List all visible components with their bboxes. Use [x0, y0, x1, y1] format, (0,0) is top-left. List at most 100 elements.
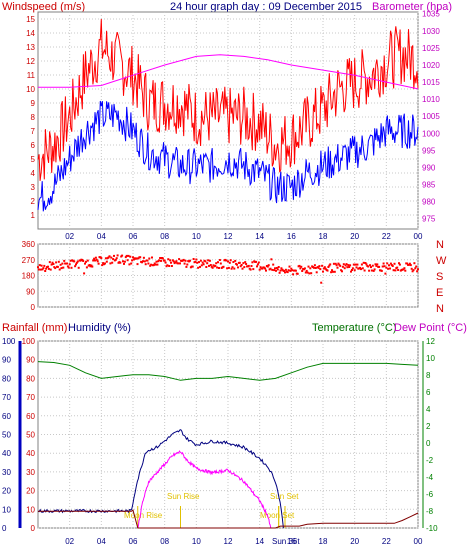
- direction-point: [66, 262, 68, 265]
- wind-x-tick: 08: [160, 232, 169, 241]
- humidity-y-tick: 70: [2, 393, 11, 402]
- barometer-y-tick: 1025: [422, 44, 440, 53]
- direction-point: [153, 262, 156, 265]
- direction-point: [363, 269, 366, 272]
- direction-point: [121, 254, 124, 257]
- direction-point: [184, 259, 187, 262]
- direction-point: [353, 269, 356, 272]
- direction-point: [124, 256, 127, 259]
- direction-point: [321, 264, 324, 267]
- compass-label: S: [436, 271, 443, 283]
- direction-point: [142, 256, 145, 259]
- direction-point: [343, 267, 346, 270]
- direction-point: [264, 267, 267, 270]
- temperature-y-tick: 10: [426, 354, 435, 363]
- direction-point: [191, 265, 194, 268]
- climate-annotations: Moon Rise Sun Rise Sun Set Moon Set Sun 36t: [124, 492, 300, 546]
- direction-point: [373, 268, 376, 271]
- direction-point: [398, 262, 400, 265]
- rainfall-y-tick: 40: [26, 449, 35, 458]
- direction-point: [194, 260, 197, 263]
- direction-point: [189, 259, 191, 262]
- direction-point: [66, 265, 69, 268]
- annotation-label: Sun Set: [270, 492, 299, 501]
- direction-point: [196, 261, 199, 264]
- humidity-y-tick: 0: [2, 524, 7, 533]
- direction-point: [142, 260, 144, 263]
- wind-left-label: Windspeed (m/s): [2, 1, 85, 13]
- direction-point: [348, 266, 351, 268]
- direction-point: [201, 261, 204, 264]
- direction-point: [231, 266, 234, 269]
- direction-point: [344, 264, 347, 267]
- climate-x-tick: 00: [414, 537, 423, 546]
- direction-point: [186, 263, 189, 266]
- direction-point: [265, 269, 267, 272]
- temperature-y-tick: 0: [426, 439, 431, 448]
- direction-point: [397, 269, 400, 271]
- humidity-y-tick: 80: [2, 374, 11, 383]
- direction-point: [40, 264, 43, 267]
- direction-point: [376, 263, 379, 266]
- direction-grid: [38, 243, 419, 308]
- direction-point: [215, 262, 218, 265]
- direction-point: [272, 263, 275, 266]
- direction-point: [396, 266, 399, 269]
- direction-point: [331, 269, 333, 272]
- compass-label: W: [436, 255, 447, 267]
- direction-point: [161, 257, 164, 260]
- wind-y-tick: 10: [26, 85, 35, 94]
- direction-point: [115, 257, 118, 260]
- direction-point: [126, 259, 129, 262]
- direction-point: [183, 262, 186, 265]
- direction-y-tick: 90: [26, 287, 35, 296]
- direction-point: [309, 267, 312, 270]
- barometer-y-tick: 995: [422, 146, 436, 155]
- direction-point: [171, 259, 174, 262]
- direction-point: [38, 264, 41, 267]
- direction-point: [52, 263, 55, 265]
- direction-point: [245, 263, 248, 265]
- direction-point: [154, 263, 157, 266]
- humidity-y-tick: 40: [2, 449, 11, 458]
- humidity-y-tick: 30: [2, 468, 11, 477]
- dew_point-line: [137, 450, 272, 529]
- direction-point: [55, 261, 58, 264]
- direction-point: [47, 265, 49, 268]
- direction-point: [275, 267, 278, 269]
- compass-label: N: [436, 239, 444, 251]
- direction-point: [408, 263, 410, 266]
- direction-point: [119, 261, 122, 264]
- direction-point: [228, 261, 231, 264]
- rainfall-label: Rainfall (mm): [2, 322, 67, 334]
- direction-point: [412, 269, 415, 272]
- direction-point: [349, 264, 352, 267]
- wind-y-tick: 9: [31, 99, 36, 108]
- direction-point: [367, 265, 370, 268]
- direction-point: [44, 270, 47, 272]
- direction-point: [48, 261, 51, 264]
- direction-point: [129, 255, 132, 258]
- direction-point: [251, 261, 254, 264]
- direction-point: [283, 270, 286, 272]
- direction-point: [271, 268, 274, 271]
- direction-point: [178, 258, 181, 261]
- direction-point: [417, 268, 419, 271]
- direction-point: [334, 262, 337, 265]
- temperature-y-tick: 4: [426, 405, 431, 414]
- direction-point: [230, 267, 233, 270]
- direction-point: [333, 270, 336, 273]
- direction-point: [128, 263, 131, 266]
- temperature-y-tick: -10: [426, 524, 438, 533]
- direction-point: [284, 268, 287, 271]
- direction-point: [70, 266, 73, 269]
- direction-point: [244, 261, 247, 264]
- wind-panel: Windspeed (m/s) 24 hour graph day : 09 D…: [2, 1, 452, 241]
- direction-point: [199, 259, 202, 262]
- direction-point: [37, 268, 40, 271]
- direction-point: [351, 269, 353, 271]
- direction-point: [368, 269, 371, 272]
- direction-point: [229, 259, 232, 262]
- direction-point: [207, 259, 210, 262]
